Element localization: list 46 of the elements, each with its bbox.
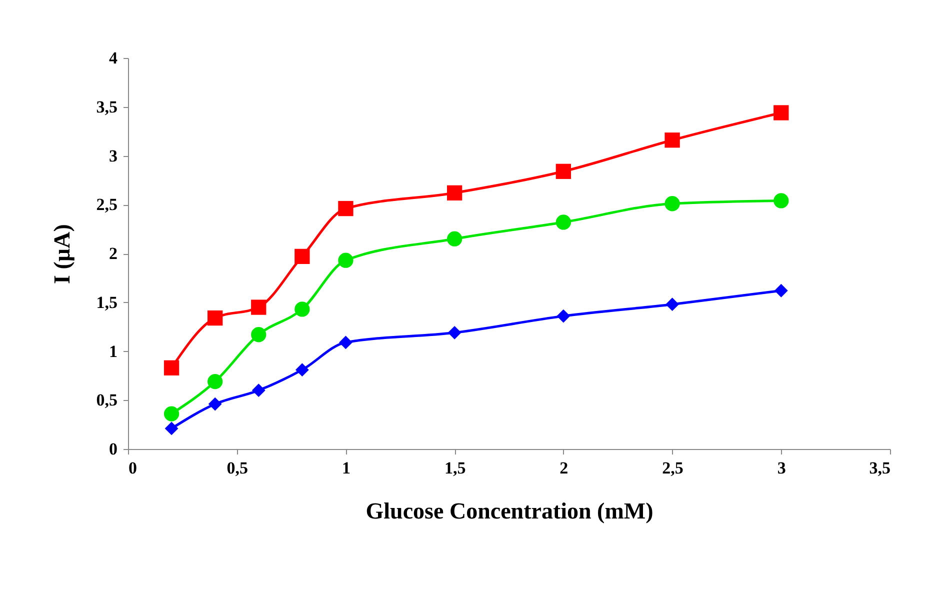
point (446, 185, 462, 200)
x-tick-label: 2 (560, 458, 568, 478)
y-tick-label: 2,5 (96, 195, 118, 214)
point (252, 384, 266, 398)
point (664, 196, 680, 212)
point (294, 302, 310, 317)
y-tick-label: 2 (109, 244, 118, 263)
x-tick-label: 3,5 (869, 458, 890, 478)
point (251, 327, 266, 342)
y-tick-label: 4 (109, 48, 118, 68)
x-tick-label: 2,5 (662, 458, 684, 478)
point (208, 310, 223, 326)
point (295, 363, 309, 377)
point (556, 309, 570, 323)
x-axis-title: Glucose Concentration (mM) (366, 498, 654, 524)
x-tick-label: 1,5 (444, 458, 466, 478)
point (774, 105, 789, 120)
point (339, 336, 352, 350)
point (338, 200, 354, 216)
point (251, 300, 266, 315)
point (448, 326, 462, 340)
y-tick-label: 0 (109, 440, 118, 458)
y-tick-label: 3,5 (96, 97, 118, 116)
y-tick-label: 3 (109, 146, 118, 166)
point (666, 298, 679, 312)
point (446, 231, 462, 246)
point (774, 284, 788, 298)
x-tick-label: 1 (342, 458, 350, 478)
point (164, 422, 178, 436)
y-tick-label: 1,5 (96, 292, 118, 312)
point (664, 132, 680, 148)
point (164, 360, 180, 376)
point (208, 397, 222, 411)
point (294, 248, 310, 264)
y-tick-label: 0,5 (96, 390, 118, 410)
x-tick-label: 3 (777, 458, 786, 478)
point (208, 374, 223, 390)
y-tick-label: 1 (109, 342, 118, 361)
y-axis-title: I (µA) (49, 224, 74, 284)
point (556, 214, 572, 230)
x-tick-label: 0 (128, 458, 137, 478)
x-tick-label: 0,5 (226, 458, 248, 478)
point (338, 252, 354, 268)
point (556, 164, 572, 179)
point (164, 406, 180, 422)
point (774, 193, 789, 208)
